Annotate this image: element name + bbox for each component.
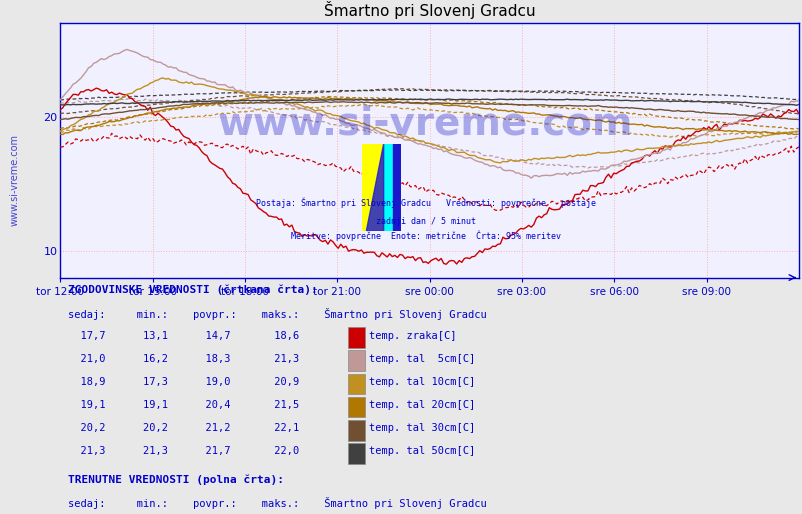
Text: Postaja: Šmartno pri Slovenj Gradcu   Vrednosti: povprečne   postaje: Postaja: Šmartno pri Slovenj Gradcu Vred… <box>255 197 595 208</box>
Text: 17,7      13,1      14,7       18,6: 17,7 13,1 14,7 18,6 <box>67 331 298 341</box>
Text: temp. tal 20cm[C]: temp. tal 20cm[C] <box>369 400 475 410</box>
Polygon shape <box>392 144 400 231</box>
Text: 20,2      20,2      21,2       22,1: 20,2 20,2 21,2 22,1 <box>67 424 298 433</box>
Text: TRENUTNE VREDNOSTI (polna črta):: TRENUTNE VREDNOSTI (polna črta): <box>67 474 283 485</box>
FancyBboxPatch shape <box>348 397 364 417</box>
FancyBboxPatch shape <box>348 420 364 440</box>
Text: 18,9      17,3      19,0       20,9: 18,9 17,3 19,0 20,9 <box>67 377 298 387</box>
Text: sedaj:     min.:    povpr.:    maks.:    Šmartno pri Slovenj Gradcu: sedaj: min.: povpr.: maks.: Šmartno pri … <box>67 497 486 509</box>
Text: 21,0      16,2      18,3       21,3: 21,0 16,2 18,3 21,3 <box>67 354 298 364</box>
Text: zadnji dan / 5 minut: zadnji dan / 5 minut <box>375 216 475 226</box>
Title: Šmartno pri Slovenj Gradcu: Šmartno pri Slovenj Gradcu <box>323 1 535 19</box>
Polygon shape <box>383 144 392 231</box>
Text: www.si-vreme.com: www.si-vreme.com <box>10 134 19 226</box>
FancyBboxPatch shape <box>348 327 364 348</box>
Text: Meritve: povprečne  Enote: metrične  Črta: 95% meritev: Meritve: povprečne Enote: metrične Črta:… <box>290 230 560 241</box>
Text: ZGODOVINSKE VREDNOSTI (črtkana črta):: ZGODOVINSKE VREDNOSTI (črtkana črta): <box>67 285 317 295</box>
Text: temp. zraka[C]: temp. zraka[C] <box>369 331 456 341</box>
Text: www.si-vreme.com: www.si-vreme.com <box>217 104 633 142</box>
Text: 19,1      19,1      20,4       21,5: 19,1 19,1 20,4 21,5 <box>67 400 298 410</box>
FancyBboxPatch shape <box>348 374 364 394</box>
Text: temp. tal  5cm[C]: temp. tal 5cm[C] <box>369 354 475 364</box>
Text: sedaj:     min.:    povpr.:    maks.:    Šmartno pri Slovenj Gradcu: sedaj: min.: povpr.: maks.: Šmartno pri … <box>67 307 486 320</box>
Polygon shape <box>362 144 383 231</box>
FancyBboxPatch shape <box>348 443 364 464</box>
FancyBboxPatch shape <box>348 351 364 371</box>
Polygon shape <box>366 144 383 231</box>
Text: temp. tal 30cm[C]: temp. tal 30cm[C] <box>369 424 475 433</box>
Text: 21,3      21,3      21,7       22,0: 21,3 21,3 21,7 22,0 <box>67 446 298 456</box>
Text: temp. tal 10cm[C]: temp. tal 10cm[C] <box>369 377 475 387</box>
Text: temp. tal 50cm[C]: temp. tal 50cm[C] <box>369 446 475 456</box>
